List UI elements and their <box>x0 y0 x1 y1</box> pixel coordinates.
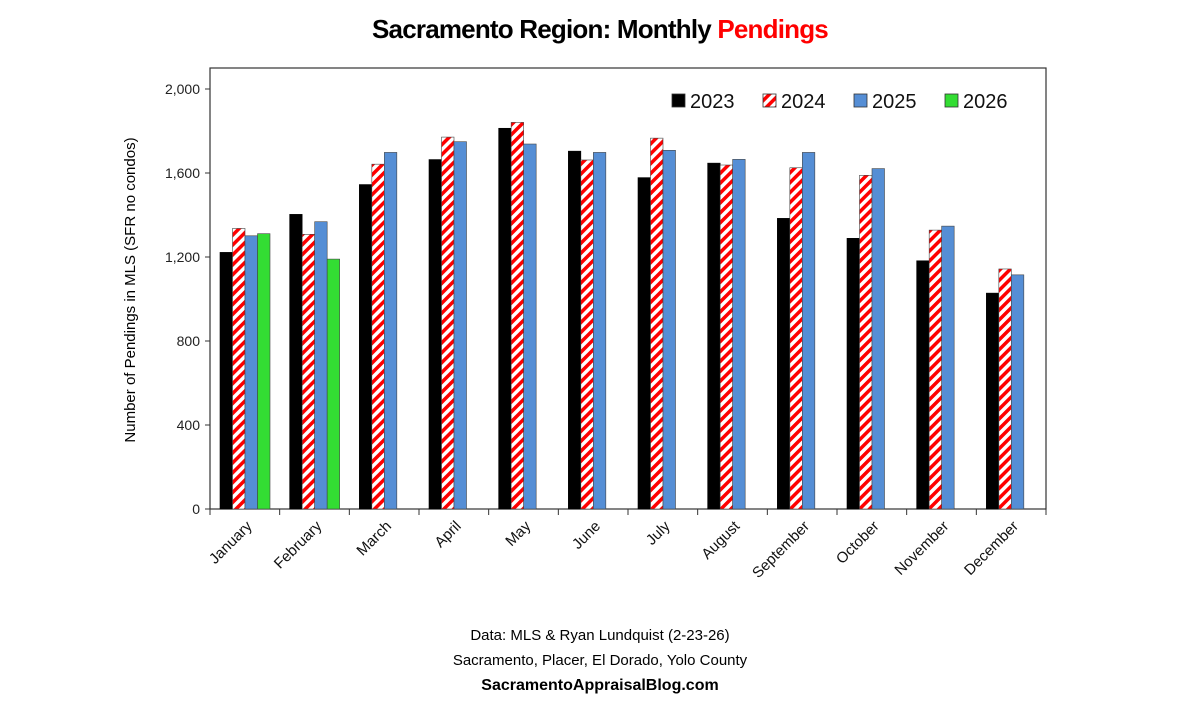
legend-label: 2026 <box>963 91 1008 113</box>
bar-2023 <box>637 177 651 510</box>
bar-2025 <box>244 235 258 510</box>
bar-2026 <box>257 233 271 510</box>
legend-swatch-2024 <box>762 93 777 108</box>
y-tick-label: 1,200 <box>165 249 200 265</box>
bar-2025 <box>732 159 746 510</box>
x-tick-label: March <box>353 518 394 559</box>
legend-swatch-2025 <box>853 93 868 108</box>
title-text: Sacramento Region: Monthly <box>372 14 712 44</box>
legend-label: 2025 <box>872 91 917 113</box>
bar-2025 <box>871 168 885 510</box>
bar-2024 <box>859 175 873 510</box>
bar-2026 <box>326 258 340 510</box>
bar-2023 <box>986 292 1000 510</box>
y-tick-label: 0 <box>192 501 200 517</box>
bar-2024 <box>301 234 315 510</box>
legend-label: 2024 <box>781 91 826 113</box>
bar-2024 <box>789 167 803 510</box>
x-tick-label: January <box>206 517 256 567</box>
footer-counties: Sacramento, Placer, El Dorado, Yolo Coun… <box>452 652 748 669</box>
bar-2024 <box>719 164 733 510</box>
bar-2023 <box>707 162 721 510</box>
bar-2025 <box>593 152 607 510</box>
footer-source: Data: MLS & Ryan Lundquist (2-23-26) <box>470 627 730 644</box>
x-tick-label: February <box>271 517 326 572</box>
bar-2023 <box>568 150 582 510</box>
bar-2024 <box>510 122 524 510</box>
x-tick-label: April <box>431 518 464 551</box>
bar-2025 <box>453 141 467 510</box>
x-tick-label: November <box>891 518 952 579</box>
bar-2024 <box>650 137 664 510</box>
bar-2023 <box>916 260 930 510</box>
bar-2023 <box>428 159 442 510</box>
bar-2024 <box>928 229 942 510</box>
x-tick-label: August <box>698 517 744 563</box>
bar-2023 <box>846 238 860 510</box>
bar-2025 <box>662 150 676 510</box>
legend-swatch-2023 <box>671 93 686 108</box>
x-tick-label: June <box>569 518 604 553</box>
y-tick-label: 2,000 <box>165 81 200 97</box>
y-axis-label: Number of Pendings in MLS (SFR no condos… <box>122 137 139 442</box>
title-highlight: Pendings <box>717 14 828 44</box>
chart-title: Sacramento Region: Monthly Pendings <box>0 14 1200 45</box>
bar-2023 <box>777 218 791 510</box>
bar-2024 <box>441 136 455 510</box>
bar-2023 <box>498 127 512 510</box>
x-tick-label: December <box>961 518 1022 579</box>
bar-2025 <box>1011 274 1025 510</box>
bar-2024 <box>371 163 385 510</box>
bar-2023 <box>289 214 303 510</box>
y-tick-label: 400 <box>177 417 201 433</box>
bar-2023 <box>359 184 373 510</box>
legend-swatch-2026 <box>944 93 959 108</box>
y-tick-label: 1,600 <box>165 165 200 181</box>
bar-2025 <box>802 152 816 510</box>
bar-2025 <box>384 152 398 510</box>
bar-2025 <box>314 221 328 510</box>
x-tick-label: July <box>643 517 674 548</box>
bar-2025 <box>523 143 537 510</box>
legend-label: 2023 <box>690 91 735 113</box>
bar-2024 <box>580 159 594 510</box>
x-tick-label: October <box>833 518 883 568</box>
x-tick-label: May <box>502 517 534 549</box>
bar-2025 <box>941 225 955 510</box>
bar-2024 <box>998 268 1012 510</box>
bar-2024 <box>232 228 246 510</box>
bar-2023 <box>219 252 233 510</box>
y-tick-label: 800 <box>177 333 201 349</box>
x-tick-label: September <box>749 518 813 582</box>
footer-website: SacramentoAppraisalBlog.com <box>481 677 719 694</box>
